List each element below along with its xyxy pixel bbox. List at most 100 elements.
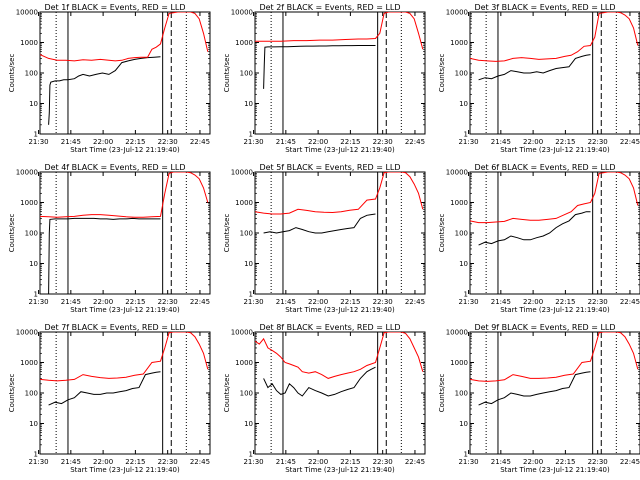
plot-frame [469, 331, 640, 455]
x-tick-label: 21:45 [491, 458, 511, 466]
y-tick-label: 10 [244, 100, 253, 108]
chart-title: Det 9f BLACK = Events, RED = LLD [474, 323, 615, 332]
panel-8: Det 8f BLACK = Events, RED = LLD 1 10 100 10… [223, 323, 426, 474]
x-tick-label: 22:45 [190, 138, 210, 146]
x-tick-label: 22:15 [340, 458, 360, 466]
y-axis-title: Counts/sec [223, 374, 231, 413]
panel-4: Det 4f BLACK = Events, RED = LLD 1 10 100 10… [8, 163, 211, 314]
plot-frame [39, 11, 211, 135]
series-line-lld [470, 172, 639, 224]
x-tick-label: 22:30 [588, 138, 608, 146]
x-tick-label: 22:15 [125, 458, 145, 466]
series-line-lld [255, 172, 424, 215]
x-tick-label: 22:45 [620, 458, 640, 466]
chart-title: Det 5f BLACK = Events, RED = LLD [259, 163, 400, 172]
y-axis-title: Counts/sec [8, 214, 16, 253]
x-tick-label: 21:30 [28, 138, 48, 146]
y-tick-label: 100 [455, 70, 468, 78]
x-tick-label: 22:15 [125, 138, 145, 146]
x-axis-title: Start Time (23-Jul-12 21:19:40) [70, 146, 180, 154]
x-axis-title: Start Time (23-Jul-12 21:19:40) [70, 466, 180, 474]
y-tick-label: 100 [240, 70, 253, 78]
panel-3: Det 3f BLACK = Events, RED = LLD 1 10 100 10… [438, 3, 640, 154]
x-tick-label: 21:45 [491, 138, 511, 146]
x-tick-label: 21:45 [491, 298, 511, 306]
x-axis-title: Start Time (23-Jul-12 21:19:40) [500, 146, 610, 154]
y-tick-label: 100 [25, 390, 38, 398]
y-tick-label: 10000 [446, 9, 468, 17]
x-tick-label: 21:30 [243, 458, 263, 466]
y-axis-title: Counts/sec [438, 54, 446, 93]
x-tick-label: 21:30 [28, 458, 48, 466]
y-tick-label: 10000 [231, 329, 253, 337]
series-line-events [478, 371, 591, 406]
y-tick-label: 100 [25, 230, 38, 238]
x-tick-label: 22:00 [308, 298, 328, 306]
series-line-lld [40, 12, 209, 62]
y-tick-label: 100 [25, 70, 38, 78]
y-tick-label: 1 [249, 291, 253, 299]
chart-title: Det 8f BLACK = Events, RED = LLD [259, 323, 400, 332]
plot-frame [39, 331, 211, 455]
plot-frame [254, 171, 426, 295]
series-line-lld [255, 332, 424, 379]
series-line-lld [40, 332, 209, 382]
series-line-events [263, 213, 376, 234]
chart-title: Det 6f BLACK = Events, RED = LLD [474, 163, 615, 172]
y-axis-title: Counts/sec [438, 374, 446, 413]
y-tick-label: 10000 [446, 169, 468, 177]
y-axis-title: Counts/sec [438, 214, 446, 253]
x-axis-title: Start Time (23-Jul-12 21:19:40) [500, 306, 610, 314]
chart-title: Det 1f BLACK = Events, RED = LLD [44, 3, 185, 12]
y-tick-label: 100 [455, 390, 468, 398]
x-tick-label: 22:00 [523, 298, 543, 306]
y-tick-label: 10000 [446, 329, 468, 337]
x-tick-label: 22:30 [158, 138, 178, 146]
x-tick-label: 22:45 [620, 138, 640, 146]
x-tick-label: 22:30 [158, 298, 178, 306]
x-tick-label: 22:00 [308, 138, 328, 146]
y-tick-label: 100 [240, 230, 253, 238]
panel-6: Det 6f BLACK = Events, RED = LLD 1 10 100 10… [438, 163, 640, 314]
x-tick-label: 21:45 [61, 298, 81, 306]
x-tick-label: 22:15 [555, 298, 575, 306]
y-tick-label: 1 [249, 131, 253, 139]
y-tick-label: 10000 [231, 9, 253, 17]
x-tick-label: 22:30 [588, 458, 608, 466]
y-tick-label: 10000 [16, 9, 38, 17]
y-tick-label: 1 [34, 131, 38, 139]
x-tick-label: 21:45 [276, 298, 296, 306]
series-line-events [48, 371, 161, 406]
x-tick-label: 22:45 [405, 458, 425, 466]
chart-title: Det 7f BLACK = Events, RED = LLD [44, 323, 185, 332]
y-tick-label: 1000 [450, 199, 468, 207]
x-axis-title: Start Time (23-Jul-12 21:19:40) [285, 306, 395, 314]
y-tick-label: 1 [464, 291, 468, 299]
chart-title: Det 4f BLACK = Events, RED = LLD [44, 163, 185, 172]
x-tick-label: 22:00 [93, 298, 113, 306]
x-tick-label: 22:15 [555, 138, 575, 146]
panel-9: Det 9f BLACK = Events, RED = LLD 1 10 100 10… [438, 323, 640, 474]
x-tick-label: 21:45 [61, 138, 81, 146]
y-tick-label: 10000 [231, 169, 253, 177]
series-line-events [263, 45, 376, 89]
x-tick-label: 22:45 [620, 298, 640, 306]
x-axis-title: Start Time (23-Jul-12 21:19:40) [500, 466, 610, 474]
x-tick-label: 22:15 [340, 138, 360, 146]
plot-frame [469, 171, 640, 295]
series-line-events [48, 217, 161, 294]
x-tick-label: 22:45 [405, 138, 425, 146]
y-tick-label: 10 [459, 260, 468, 268]
x-tick-label: 21:30 [243, 138, 263, 146]
x-tick-label: 21:30 [458, 298, 478, 306]
panel-2: Det 2f BLACK = Events, RED = LLD 1 10 100 10… [223, 3, 426, 154]
y-axis-title: Counts/sec [8, 374, 16, 413]
x-tick-label: 22:15 [125, 298, 145, 306]
y-tick-label: 100 [455, 230, 468, 238]
series-line-events [478, 211, 591, 246]
series-line-events [263, 366, 376, 397]
x-tick-label: 22:30 [373, 458, 393, 466]
x-tick-label: 22:00 [93, 458, 113, 466]
y-tick-label: 10 [29, 260, 38, 268]
